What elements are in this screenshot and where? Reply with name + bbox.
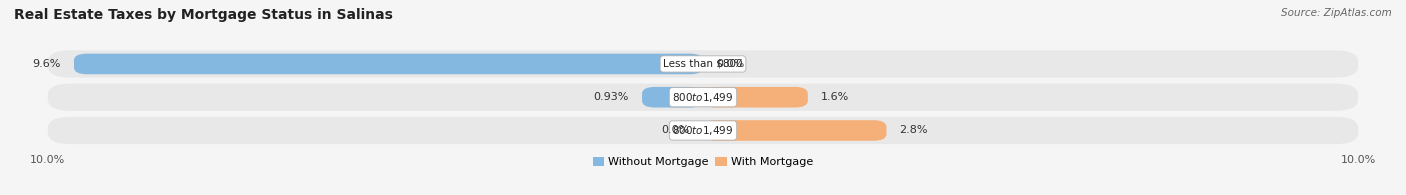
Text: 9.6%: 9.6% xyxy=(32,59,60,69)
FancyBboxPatch shape xyxy=(48,84,1358,111)
Text: 0.0%: 0.0% xyxy=(716,59,744,69)
Text: 2.8%: 2.8% xyxy=(900,125,928,136)
FancyBboxPatch shape xyxy=(703,87,808,107)
FancyBboxPatch shape xyxy=(75,54,703,74)
Text: Real Estate Taxes by Mortgage Status in Salinas: Real Estate Taxes by Mortgage Status in … xyxy=(14,8,392,22)
Text: Source: ZipAtlas.com: Source: ZipAtlas.com xyxy=(1281,8,1392,18)
Text: 0.0%: 0.0% xyxy=(662,125,690,136)
Text: 1.6%: 1.6% xyxy=(821,92,849,102)
Text: $800 to $1,499: $800 to $1,499 xyxy=(672,124,734,137)
FancyBboxPatch shape xyxy=(643,87,703,107)
FancyBboxPatch shape xyxy=(48,50,1358,78)
FancyBboxPatch shape xyxy=(48,117,1358,144)
Text: Less than $800: Less than $800 xyxy=(664,59,742,69)
Text: 0.93%: 0.93% xyxy=(593,92,628,102)
FancyBboxPatch shape xyxy=(703,120,886,141)
Legend: Without Mortgage, With Mortgage: Without Mortgage, With Mortgage xyxy=(588,152,818,171)
Text: $800 to $1,499: $800 to $1,499 xyxy=(672,91,734,104)
